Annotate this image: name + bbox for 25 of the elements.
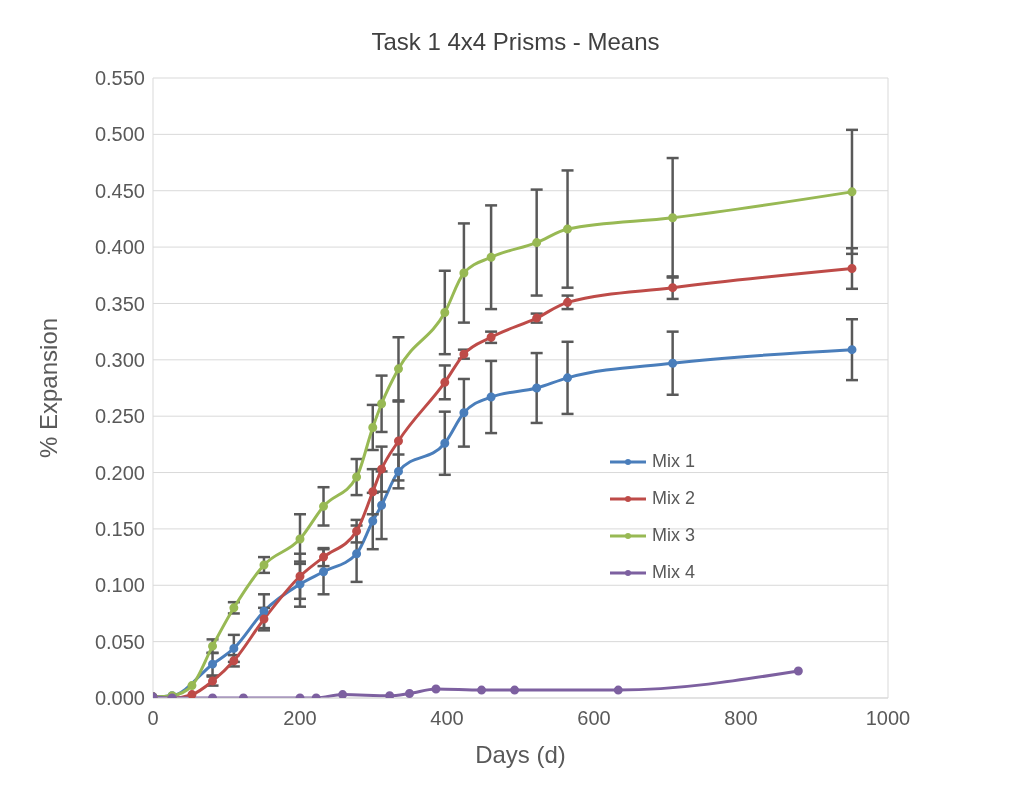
legend-label: Mix 2 — [652, 488, 696, 509]
legend-label: Mix 3 — [652, 525, 696, 546]
y-tick-label: 0.050 — [94, 630, 145, 653]
y-tick-label: 0.250 — [94, 405, 145, 428]
y-tick-label: 0.000 — [94, 687, 145, 710]
y-tick-label: 0.200 — [94, 461, 145, 484]
x-tick-label: 1000 — [865, 707, 911, 729]
chart-title: Task 1 4x4 Prisms - Means — [370, 28, 661, 57]
y-tick-label: 0.350 — [94, 292, 145, 315]
x-tick-label: 400 — [430, 707, 464, 729]
x-tick-label: 200 — [283, 707, 317, 729]
x-axis-title: Days (d) — [475, 741, 566, 768]
x-tick-label: 600 — [577, 707, 611, 729]
y-tick-label: 0.450 — [94, 179, 145, 202]
y-tick-label: 0.550 — [94, 67, 145, 90]
legend-label: Mix 1 — [652, 451, 696, 472]
y-tick-label: 0.150 — [94, 518, 145, 541]
legend-label: Mix 4 — [652, 562, 696, 583]
y-axis-title: % Expansion — [34, 317, 62, 458]
y-tick-label: 0.500 — [94, 123, 145, 146]
x-tick-label: 0 — [147, 707, 159, 729]
y-tick-label: 0.100 — [94, 574, 145, 597]
y-tick-label: 0.400 — [94, 236, 145, 259]
x-tick-label: 800 — [724, 707, 758, 729]
y-tick-label: 0.300 — [94, 348, 145, 371]
